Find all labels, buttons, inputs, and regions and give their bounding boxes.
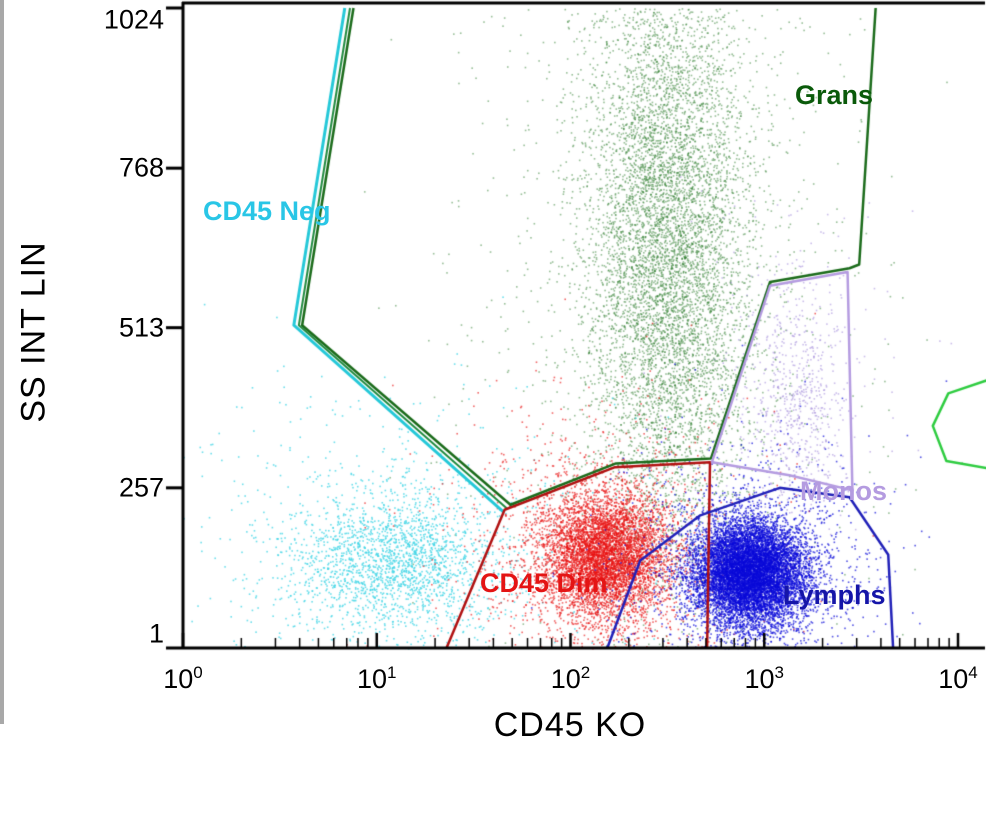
x-tick-10e1: 101 [356,663,397,694]
x-tick-10e2: 102 [550,663,591,694]
y-tick-768: 768 [118,152,164,183]
gate-label-grans: Grans [795,80,874,110]
y-tick-1: 1 [148,618,164,649]
window-edge [0,0,4,724]
x-tick-10e0: 100 [163,663,203,694]
gate-label-cd45-dim: CD45 Dim [480,568,608,598]
gate-label-cd45-neg: CD45 Neg [203,196,331,226]
y-tick-1024: 1024 [103,4,164,35]
y-tick-513: 513 [118,312,164,343]
x-tick-10e3: 103 [744,663,785,694]
gate-label-monos: Monos [800,476,887,506]
gate-label-lymphs: Lymphs [783,580,886,610]
x-axis-label: CD45 KO [493,706,647,744]
y-axis-label: SS INT LIN [14,241,53,423]
y-tick-257: 257 [118,472,164,503]
x-tick-10e4: 104 [938,663,978,694]
